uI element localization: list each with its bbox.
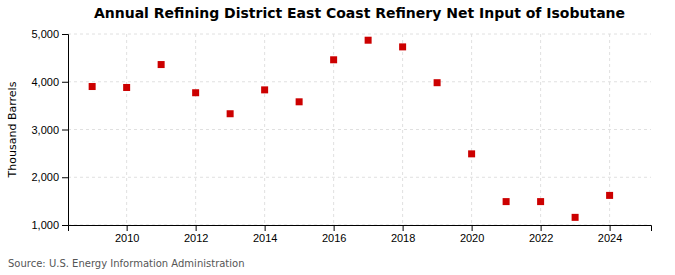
grid-line-y — [68, 81, 651, 82]
point — [399, 43, 406, 50]
tick-label: 2024 — [598, 232, 622, 244]
tick-mark — [62, 177, 68, 178]
grid-line-y — [68, 177, 651, 178]
tick-mark — [62, 34, 68, 35]
point — [192, 89, 199, 96]
grid-line-y — [68, 129, 651, 130]
tick-label: 2,000 — [31, 171, 59, 183]
tick: 2018 — [391, 225, 415, 244]
point — [606, 192, 613, 199]
tick-label: 1,000 — [31, 219, 59, 231]
point — [227, 110, 234, 117]
tick-mark — [127, 225, 128, 231]
tick-label: 2018 — [391, 232, 415, 244]
tick: 4,000 — [31, 76, 68, 88]
tick: 5,000 — [31, 28, 68, 40]
tick-label: 4,000 — [31, 76, 59, 88]
tick-mark — [265, 225, 266, 231]
tick-label: 2020 — [460, 232, 484, 244]
point — [261, 86, 268, 93]
plot-area: 2010 2012 2014 2016 2018 2020 2022 2024 1,000 2,0… — [31, 28, 651, 244]
tick-mark — [334, 225, 335, 231]
grid-line-x — [264, 34, 265, 225]
point — [158, 61, 165, 68]
tick-label: 2010 — [115, 232, 139, 244]
point — [123, 84, 130, 91]
grid-line-y — [68, 34, 651, 35]
tick-mark — [196, 225, 197, 231]
point — [89, 83, 96, 90]
tick-label: 3,000 — [31, 124, 59, 136]
tick: 2024 — [598, 225, 622, 244]
chart-container: 2010 2012 2014 2016 2018 2020 2022 2024 1,000 2,0… — [0, 0, 675, 275]
tick: 2016 — [322, 225, 346, 244]
tick-mark — [610, 225, 611, 231]
tick-mark — [541, 225, 542, 231]
title: Annual Refining District East Coast Refi… — [94, 5, 625, 21]
axis-line — [62, 35, 69, 226]
y-axis-label: Thousand Barrels — [6, 81, 19, 178]
grid-line-x — [540, 34, 541, 225]
marks — [89, 37, 613, 221]
tick-mark — [403, 225, 404, 231]
tick-mark — [62, 82, 68, 83]
y-axis: 1,000 2,000 3,000 4,000 5,000 — [31, 28, 68, 231]
x-axis: 2010 2012 2014 2016 2018 2020 2022 2024 — [69, 225, 652, 244]
tick: 2,000 — [31, 171, 68, 183]
tick-mark — [62, 130, 68, 131]
tick: 2022 — [529, 225, 553, 244]
grid — [68, 34, 651, 225]
tick-mark — [472, 225, 473, 231]
tick-label: 2012 — [184, 232, 208, 244]
axis-line — [69, 226, 652, 232]
tick: 2014 — [253, 225, 277, 244]
tick-label: 2016 — [322, 232, 346, 244]
tick-label: 2022 — [529, 232, 553, 244]
point — [537, 198, 544, 205]
point — [296, 98, 303, 105]
tick: 2012 — [184, 225, 208, 244]
point — [572, 214, 579, 221]
point — [468, 150, 475, 157]
tick: 2020 — [460, 225, 484, 244]
tick: 2010 — [115, 225, 139, 244]
grid-line-x — [402, 34, 403, 225]
chart-svg: 2010 2012 2014 2016 2018 2020 2022 2024 1,000 2,0… — [0, 0, 675, 275]
tick-mark — [62, 225, 68, 226]
tick-label: 2014 — [253, 232, 277, 244]
grid-line-x — [126, 34, 127, 225]
annotation: Source: U.S. Energy Information Administ… — [8, 258, 245, 269]
tick: 1,000 — [31, 219, 68, 231]
point — [365, 37, 372, 44]
point — [434, 79, 441, 86]
tick: 3,000 — [31, 124, 68, 136]
point — [330, 56, 337, 63]
point — [503, 198, 510, 205]
tick-label: 5,000 — [31, 28, 59, 40]
